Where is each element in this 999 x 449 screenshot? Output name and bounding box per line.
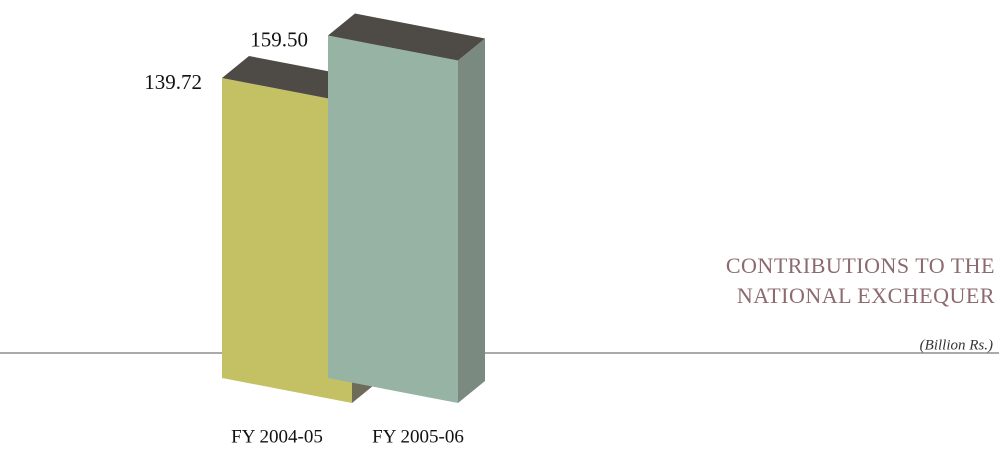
value-label: 159.50 (250, 27, 308, 51)
unit-label: (Billion Rs.) (920, 337, 993, 353)
bar-top (328, 13, 485, 61)
x-tick-label: FY 2005-06 (372, 426, 464, 447)
bar-side (458, 38, 485, 404)
bar-front (222, 78, 352, 404)
chart-title: NATIONAL EXCHEQUER (737, 283, 995, 308)
chart-title: CONTRIBUTIONS TO THE (726, 253, 995, 278)
bar-front (328, 35, 458, 404)
x-tick-label: FY 2004-05 (231, 426, 323, 447)
value-label: 139.72 (144, 70, 202, 94)
